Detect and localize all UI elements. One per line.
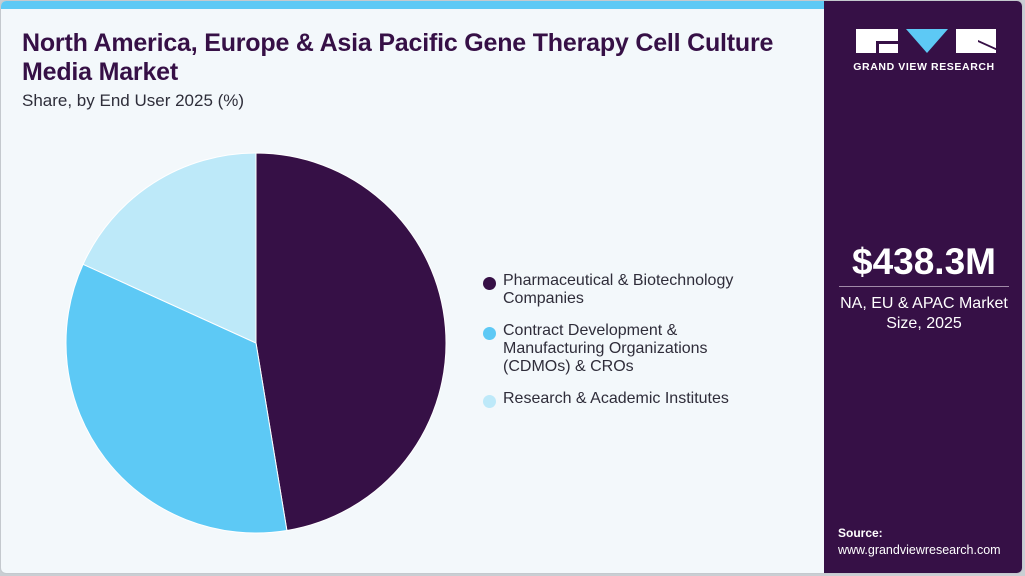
brand-name: GRAND VIEW RESEARCH — [853, 61, 995, 73]
divider — [839, 286, 1009, 287]
market-size-label: NA, EU & APAC Market Size, 2025 — [840, 295, 1008, 332]
source-label: Source: — [838, 526, 883, 540]
pie-slice — [65, 263, 288, 534]
legend-item-research: Research & Academic Institutes — [483, 390, 803, 408]
legend-label: Contract Development & Manufacturing Org… — [503, 322, 708, 375]
chart-subtitle: Share, by End User 2025 (%) — [22, 91, 245, 110]
legend-label: Pharmaceutical & Biotechnology Companies — [503, 272, 734, 307]
legend-item-pharma: Pharmaceutical & Biotechnology Companies — [483, 272, 803, 308]
legend-dot-icon — [483, 327, 496, 340]
pie-chart — [65, 152, 447, 534]
market-size-value: $438.3M — [852, 241, 996, 282]
accent-top-bar — [1, 1, 824, 9]
legend-dot-icon — [483, 395, 496, 408]
sidebar-panel: GRAND VIEW RESEARCH $438.3M NA, EU & APA… — [824, 1, 1022, 573]
chart-title: North America, Europe & Asia Pacific Gen… — [22, 29, 774, 86]
gvr-logo-icon — [856, 29, 996, 53]
legend-label: Research & Academic Institutes — [503, 390, 729, 407]
legend-item-cdmo: Contract Development & Manufacturing Org… — [483, 322, 803, 376]
pie-slice — [255, 152, 447, 532]
pie-slice — [82, 152, 257, 344]
source-link[interactable]: www.grandviewresearch.com — [838, 543, 1001, 557]
legend-dot-icon — [483, 277, 496, 290]
legend: Pharmaceutical & Biotechnology Companies… — [483, 272, 803, 422]
